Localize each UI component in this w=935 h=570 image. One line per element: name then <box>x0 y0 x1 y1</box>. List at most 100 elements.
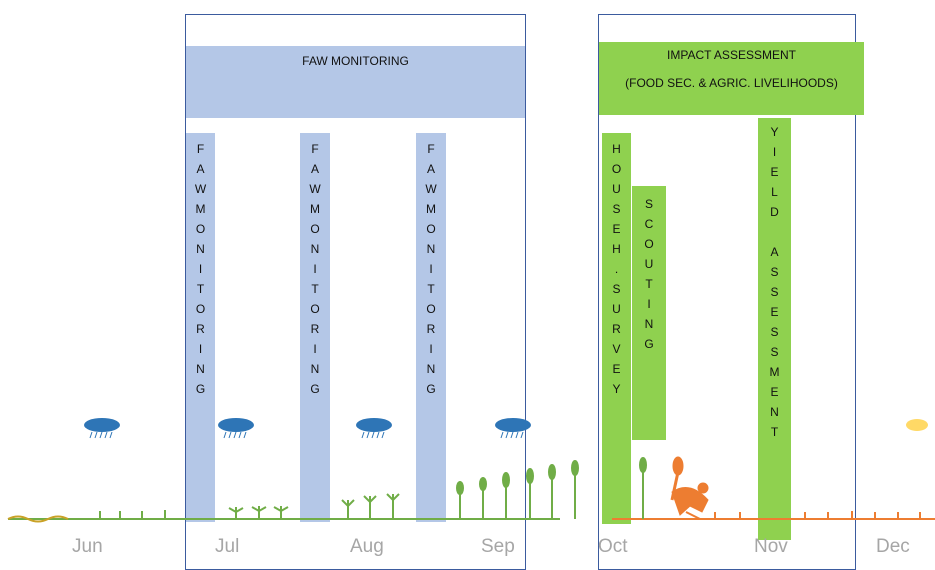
impact-assessment-banner: IMPACT ASSESSMENT (FOOD SEC. & AGRIC. LI… <box>599 42 864 115</box>
rain-cloud-icon-4 <box>495 418 531 439</box>
faw-monitoring-banner: FAW MONITORING <box>186 46 525 118</box>
vertical-letter: S <box>770 265 779 279</box>
vertical-letter: O <box>195 222 206 236</box>
vertical-letter: S <box>770 285 779 299</box>
vertical-letter: V <box>612 342 621 356</box>
vertical-letter: G <box>644 337 654 351</box>
vertical-letter: N <box>426 362 436 376</box>
vertical-letter: S <box>770 325 779 339</box>
harvest-stubble <box>714 511 921 519</box>
vertical-letter: M <box>769 365 780 379</box>
vertical-letter: W <box>194 182 207 196</box>
vertical-letter: I <box>198 262 203 276</box>
seed-line <box>7 515 69 523</box>
vertical-letter: O <box>195 302 206 316</box>
vertical-letter: A <box>196 162 205 176</box>
harvester-figure <box>670 456 709 520</box>
vertical-letter: L <box>771 185 778 199</box>
month-label-oct: Oct <box>598 536 628 557</box>
rain-cloud-icon-1 <box>84 418 120 439</box>
month-label-jul: Jul <box>215 536 240 557</box>
faw-monitoring-banner-label: FAW MONITORING <box>302 54 409 68</box>
impact-assessment-title: IMPACT ASSESSMENT <box>667 48 796 62</box>
vertical-letter: Y <box>612 382 621 396</box>
vertical-letter: F <box>311 142 319 156</box>
vertical-letter: O <box>426 222 436 236</box>
vertical-letter: T <box>196 282 205 296</box>
vertical-letter: N <box>644 317 654 331</box>
vertical-letter: T <box>311 282 319 296</box>
vertical-letter: E <box>770 385 779 399</box>
seedlings <box>99 506 289 519</box>
vertical-letter: E <box>770 165 779 179</box>
vertical-letter: O <box>310 302 320 316</box>
sun-icon <box>906 419 928 431</box>
vertical-letter: G <box>426 382 436 396</box>
vertical-letter: U <box>612 302 621 316</box>
vertical-letter: O <box>426 302 436 316</box>
vertical-letter: R <box>310 322 320 336</box>
vertical-letter: A <box>426 162 435 176</box>
vertical-letter: E <box>770 305 779 319</box>
vertical-letter: Y <box>770 125 779 139</box>
month-label-nov: Nov <box>754 536 788 557</box>
vertical-letter: S <box>644 197 653 211</box>
vertical-letter: U <box>644 257 654 271</box>
vertical-letter: R <box>612 322 621 336</box>
vertical-letter: . <box>614 262 619 276</box>
vertical-letter: N <box>196 242 205 256</box>
vertical-letter: N <box>310 362 320 376</box>
vertical-letter: U <box>612 182 621 196</box>
rain-cloud-icon-2 <box>218 418 254 439</box>
vertical-letter: N <box>770 405 779 419</box>
vertical-letter: H <box>612 142 621 156</box>
rain-cloud-icon-3 <box>356 418 392 439</box>
vertical-letter: I <box>772 145 777 159</box>
impact-assessment-subtitle: (FOOD SEC. & AGRIC. LIVELIHOODS) <box>625 76 838 90</box>
vertical-letter: T <box>427 282 435 296</box>
vertical-letter: M <box>195 202 206 216</box>
vertical-letter: F <box>427 142 435 156</box>
vertical-letter: H <box>612 242 621 256</box>
vertical-letter: I <box>429 342 433 356</box>
vertical-letter: R <box>196 322 205 336</box>
growing-crops <box>341 457 647 519</box>
vertical-letter: I <box>313 342 317 356</box>
vertical-letter: G <box>310 382 320 396</box>
vertical-letter: M <box>310 202 320 216</box>
vertical-letter: I <box>198 342 203 356</box>
vertical-letter: F <box>196 142 205 156</box>
vertical-letter: I <box>647 297 651 311</box>
vertical-letter: I <box>313 262 317 276</box>
vertical-letter: W <box>425 182 437 196</box>
vertical-letter: E <box>612 222 621 236</box>
vertical-letter: E <box>612 362 621 376</box>
vertical-letter: T <box>645 277 653 291</box>
vertical-letter: N <box>196 362 205 376</box>
vertical-letter: C <box>644 217 654 231</box>
vertical-letter: O <box>611 162 622 176</box>
vertical-letter: M <box>426 202 436 216</box>
vertical-letter: A <box>770 245 779 259</box>
vertical-letter: A <box>310 162 319 176</box>
vertical-letter: N <box>310 242 320 256</box>
vertical-letter: I <box>429 262 433 276</box>
month-label-sep: Sep <box>481 536 515 557</box>
vertical-letter: D <box>770 205 779 219</box>
vertical-letter: R <box>426 322 436 336</box>
vertical-letter: S <box>612 282 621 296</box>
vertical-letter: G <box>195 382 206 396</box>
vertical-letter: W <box>309 182 321 196</box>
vertical-letter: O <box>310 222 320 236</box>
vertical-letter: O <box>644 237 654 251</box>
month-label-aug: Aug <box>350 536 384 557</box>
vertical-letter: S <box>612 202 621 216</box>
month-label-jun: Jun <box>72 536 103 557</box>
month-label-dec: Dec <box>876 536 910 557</box>
